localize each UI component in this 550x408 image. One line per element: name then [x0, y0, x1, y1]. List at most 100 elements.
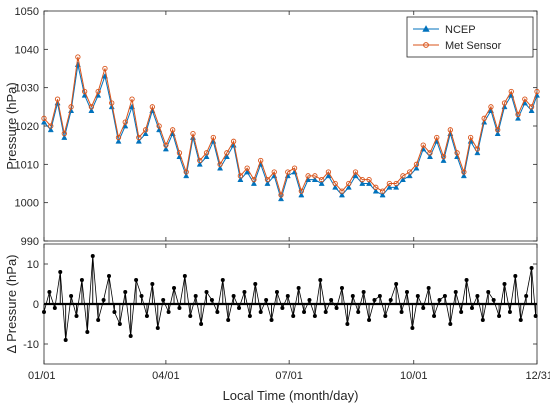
met-sensor-point	[515, 111, 521, 118]
met-sensor-point	[75, 54, 81, 60]
met-sensor-point	[54, 96, 61, 102]
series-line-met-sensor	[43, 56, 538, 197]
met-sensor-point	[68, 104, 74, 110]
met-sensor-point	[467, 134, 474, 141]
met-sensor-point	[461, 169, 467, 175]
met-sensor-point	[271, 169, 277, 175]
ncep-point	[142, 130, 149, 136]
delta-pressure-point	[345, 322, 350, 326]
delta-pressure-point	[220, 278, 225, 282]
ncep-point	[426, 153, 434, 159]
delta-pressure-point	[383, 314, 388, 318]
bottom-y-tick-label: 0	[33, 299, 39, 311]
met-sensor-point	[278, 192, 284, 198]
ncep-point	[528, 107, 535, 113]
delta-pressure-point	[361, 290, 366, 294]
ncep-point	[413, 165, 420, 171]
met-sensor-point	[41, 115, 47, 121]
x-tick-label: 07/01	[275, 370, 303, 382]
delta-pressure-point	[285, 294, 290, 298]
met-sensor-point	[95, 88, 101, 95]
met-sensor-point	[203, 150, 210, 156]
delta-pressure-point	[529, 266, 534, 270]
met-sensor-point	[129, 96, 135, 102]
met-sensor-point	[447, 127, 453, 133]
met-sensor-point	[230, 138, 237, 144]
delta-pressure-point	[280, 306, 285, 310]
delta-pressure-point	[291, 314, 296, 318]
delta-pressure-point	[404, 290, 409, 294]
delta-pressure-point	[453, 290, 458, 294]
bottom-y-tick-label: 10	[27, 259, 39, 271]
delta-pressure-point	[339, 286, 344, 290]
legend-entry-ncep: NCEP	[445, 24, 476, 36]
ncep-point	[47, 126, 54, 133]
ncep-point	[393, 184, 400, 190]
ncep-point	[474, 149, 481, 156]
met-sensor-point	[197, 157, 203, 164]
delta-pressure-point	[166, 310, 171, 314]
delta-pressure-point	[107, 274, 112, 278]
met-sensor-point	[48, 123, 54, 129]
ncep-point	[298, 191, 305, 198]
delta-pressure-point	[209, 298, 214, 302]
delta-pressure-point	[491, 298, 496, 302]
delta-pressure-point	[144, 314, 149, 318]
ncep-point	[379, 191, 386, 198]
ncep-point	[277, 195, 285, 202]
delta-pressure-point	[253, 282, 258, 286]
delta-pressure-point	[415, 294, 420, 298]
met-sensor-point	[61, 131, 67, 137]
met-sensor-point	[88, 104, 95, 110]
met-sensor-point	[427, 150, 433, 156]
met-sensor-point	[332, 180, 338, 187]
met-sensor-point	[407, 169, 413, 175]
delta-pressure-point	[274, 290, 279, 294]
met-sensor-point	[122, 119, 128, 125]
met-sensor-point	[237, 173, 244, 179]
ncep-point	[318, 180, 325, 186]
met-sensor-point	[393, 180, 399, 187]
delta-pressure-point	[150, 282, 155, 286]
ncep-point	[40, 119, 48, 125]
met-sensor-point	[508, 88, 514, 95]
met-sensor-point	[352, 169, 359, 175]
met-sensor-point	[400, 173, 406, 179]
met-sensor-point	[420, 142, 426, 148]
met-sensor-point	[386, 180, 393, 187]
delta-pressure-point	[307, 298, 312, 302]
met-sensor-point	[136, 134, 142, 141]
delta-pressure-point	[448, 322, 453, 326]
delta-pressure-point	[90, 254, 95, 258]
delta-pressure-point	[47, 290, 52, 294]
delta-pressure-point	[513, 274, 518, 278]
delta-pressure-point	[226, 318, 231, 322]
met-sensor-point	[183, 169, 189, 175]
delta-pressure-line	[43, 255, 537, 341]
ncep-point	[223, 153, 230, 159]
series-line-ncep	[43, 64, 538, 201]
delta-pressure-point	[432, 314, 437, 318]
ncep-point	[440, 157, 447, 163]
delta-pressure-point	[52, 306, 57, 310]
met-sensor-point	[440, 154, 447, 160]
met-sensor-point	[170, 127, 176, 133]
met-sensor-point	[434, 134, 440, 141]
delta-pressure-point	[372, 298, 377, 302]
met-sensor-point	[413, 161, 420, 167]
delta-pressure-point	[296, 286, 301, 290]
met-sensor-point	[81, 88, 88, 95]
met-sensor-point	[291, 165, 298, 171]
ncep-point	[332, 184, 339, 190]
met-sensor-point	[325, 169, 332, 175]
delta-pressure-point	[193, 294, 198, 298]
ncep-point	[135, 138, 142, 144]
met-sensor-point	[319, 177, 325, 183]
ncep-point	[217, 165, 224, 171]
delta-pressure-point	[177, 306, 182, 310]
delta-pressure-point	[356, 310, 361, 314]
ncep-point	[196, 161, 203, 167]
delta-pressure-point	[437, 298, 442, 302]
delta-pressure-point	[199, 322, 204, 326]
delta-pressure-point	[123, 290, 128, 294]
